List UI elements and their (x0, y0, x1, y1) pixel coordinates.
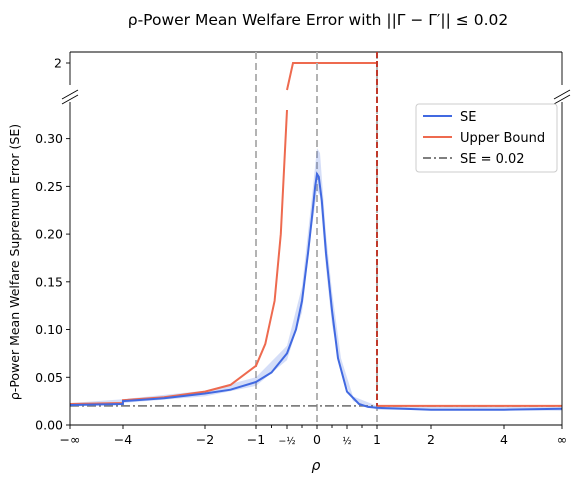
y-tick-label: 0.00 (35, 418, 63, 433)
upper-plot-area (286, 62, 378, 91)
x-tick-label: ∞ (557, 432, 567, 447)
x-tick-label: 0 (313, 432, 321, 447)
lower-plot-area (69, 52, 563, 425)
x-axis-ticks: −∞ −4 −2 −1 −½ 0 ½ 1 2 4 ∞ (60, 425, 567, 447)
x-tick-label: −½ (278, 436, 295, 447)
series-se-line (69, 171, 563, 411)
y-axis-ticks: 0.00 0.05 0.10 0.15 0.20 0.25 0.30 (35, 131, 70, 433)
x-tick-label: −2 (196, 432, 214, 447)
x-tick-label: 2 (427, 432, 435, 447)
x-axis-label: ρ (312, 458, 321, 474)
y-tick-label: 0.20 (35, 227, 63, 242)
legend: SE Upper Bound SE = 0.02 (415, 103, 558, 173)
axis-break-mark-left (61, 94, 79, 105)
series-upper-bound-line (69, 109, 288, 405)
legend-label-threshold: SE = 0.02 (460, 152, 525, 167)
y-axis-label: ρ-Power Mean Welfare Supremum Error (SE) (7, 124, 22, 400)
y-tick-label: 0.15 (35, 274, 63, 289)
axis-break-mark-right (553, 89, 571, 100)
lower-panel: 0.00 0.05 0.10 0.15 0.20 0.25 0.30 −∞ −4 −2 −1 −½ 0… (35, 52, 567, 447)
x-tick-label: ½ (342, 436, 351, 447)
x-tick-label: 4 (500, 432, 508, 447)
x-tick-label: 1 (373, 432, 381, 447)
axis-break-mark-right (553, 94, 571, 105)
legend-frame (415, 103, 558, 173)
y-tick-label: 0.30 (35, 131, 63, 146)
upper-panel: 2 (54, 51, 563, 91)
x-tick-label: −∞ (60, 432, 81, 447)
axis-break-mark-left (61, 89, 79, 100)
y-tick-label: 0.05 (35, 370, 63, 385)
chart-title: ρ-Power Mean Welfare Error with ||Γ − Γ′… (128, 11, 508, 29)
axis-break-marks (61, 89, 571, 105)
upper-panel-y-tick-label: 2 (54, 56, 62, 71)
legend-label-upper-bound: Upper Bound (460, 131, 545, 146)
y-tick-label: 0.10 (35, 322, 63, 337)
x-tick-label: −4 (114, 432, 132, 447)
legend-label-se: SE (460, 110, 476, 125)
x-tick-label: −1 (247, 432, 265, 447)
y-tick-label: 0.25 (35, 179, 63, 194)
series-upper-bound-upper-panel (286, 62, 377, 91)
